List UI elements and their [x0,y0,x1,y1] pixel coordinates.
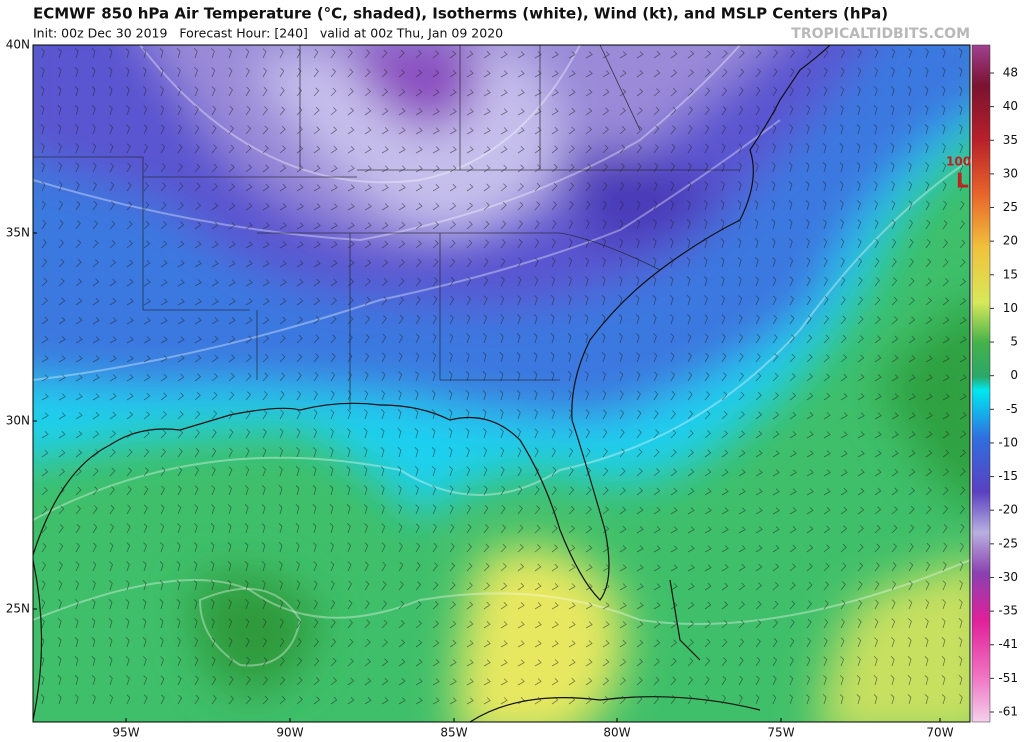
colorbar-label: 25 [1003,200,1018,214]
longitude-label: 75W [767,726,794,740]
longitude-label: 90W [276,726,303,740]
longitude-label: 80W [603,726,630,740]
colorbar-label: -10 [998,435,1018,449]
colorbar-label: 30 [1003,166,1018,180]
watermark: TROPICALTIDBITS.COM [791,26,970,42]
colorbar-label: -30 [998,570,1018,584]
latitude-label: 35N [6,226,30,240]
barbs [40,48,967,705]
colorbar-label: 5 [1010,335,1018,349]
latitude-label: 30N [6,414,30,428]
colorbar-label: 15 [1003,267,1018,281]
colorbar-label: -15 [998,469,1018,483]
colorbar-label: 10 [1003,301,1018,315]
longitude-label: 95W [112,726,139,740]
colorbar-label: -5 [1006,402,1018,416]
latitude-label: 25N [6,602,30,616]
colorbar-label: 35 [1003,133,1018,147]
colorbar-label: -41 [998,637,1018,651]
longitude-label: 85W [440,726,467,740]
colorbar-label: 40 [1003,99,1018,113]
colorbar-label: -51 [998,671,1018,685]
colorbar [971,44,991,723]
colorbar-label: -35 [998,604,1018,618]
latitude-label: 40N [6,38,30,52]
temperature-field [33,45,970,722]
pressure-symbol: L [956,169,969,193]
colorbar-label: 0 [1010,368,1018,382]
colorbar-label: -25 [998,536,1018,550]
colorbar-label: 48 [1003,66,1018,80]
subtitle: Init: 00z Dec 30 2019 Forecast Hour: [24… [33,26,503,41]
longitude-label: 70W [926,726,953,740]
colorbar-label: -61 [998,705,1018,719]
colorbar-label: 20 [1003,234,1018,248]
wind-barbs [40,48,967,705]
colorbar-label: -20 [998,503,1018,517]
title: ECMWF 850 hPa Air Temperature (°C, shade… [33,5,888,23]
pressure-value: 100 [946,155,971,169]
